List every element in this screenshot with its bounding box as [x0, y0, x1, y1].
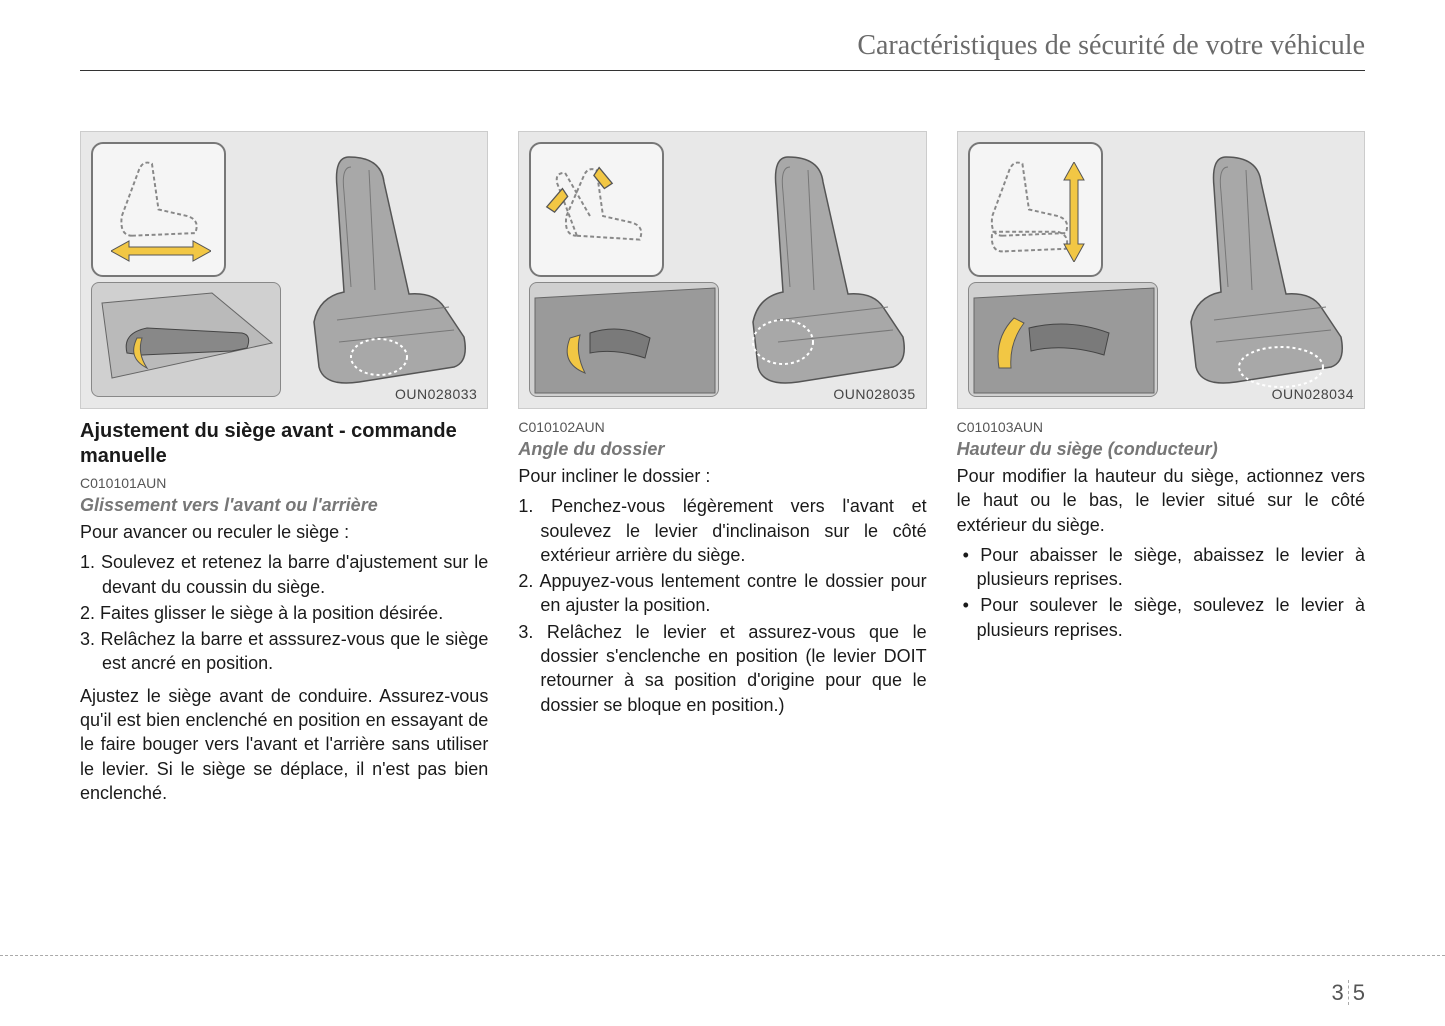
figure-seat-recline: OUN028035 — [518, 131, 926, 409]
seat-main-icon — [1166, 142, 1356, 397]
intro-text: Pour avancer ou reculer le siège : — [80, 520, 488, 544]
list-item: 1. Penchez-vous légèrement vers l'avant … — [518, 494, 926, 567]
bullet-list: • Pour abaisser le siège, abaissez le le… — [957, 543, 1365, 642]
height-lever-icon — [969, 283, 1159, 398]
page-number: 5 — [1353, 980, 1365, 1005]
figure-code: OUN028033 — [395, 386, 477, 402]
figure-seat-slide: OUN028033 — [80, 131, 488, 409]
figure-code: OUN028035 — [833, 386, 915, 402]
intro-text: Pour modifier la hauteur du siège, actio… — [957, 464, 1365, 537]
reference-code: C010101AUN — [80, 475, 488, 491]
section-title: Ajustement du siège avant - commande man… — [80, 419, 488, 469]
reference-code: C010102AUN — [518, 419, 926, 435]
page-footer: 35 — [1332, 980, 1366, 1006]
paragraph: Ajustez le siège avant de conduire. Assu… — [80, 684, 488, 805]
seat-main-icon — [289, 142, 479, 397]
control-detail — [529, 282, 719, 397]
sub-title: Angle du dossier — [518, 439, 926, 460]
chapter-number: 3 — [1332, 980, 1344, 1005]
header-title: Caractéristiques de sécurité de votre vé… — [857, 30, 1365, 61]
vertical-arrow-icon — [1062, 162, 1086, 262]
page-header: Caractéristiques de sécurité de votre vé… — [80, 30, 1365, 71]
list-item: 2. Appuyez-vous lentement contre le doss… — [518, 569, 926, 618]
column-1: OUN028033 Ajustement du siège avant - co… — [80, 131, 488, 805]
list-item: 3. Relâchez le levier et assurez-vous qu… — [518, 620, 926, 717]
control-detail — [968, 282, 1158, 397]
column-3: OUN028034 C010103AUN Hauteur du siège (c… — [957, 131, 1365, 805]
intro-text: Pour incliner le dossier : — [518, 464, 926, 488]
seat-recline-icon — [531, 144, 662, 275]
inset-diagram — [968, 142, 1103, 277]
list-item: • Pour abaisser le siège, abaissez le le… — [957, 543, 1365, 592]
recline-lever-icon — [530, 283, 720, 398]
footer-separator — [1348, 980, 1349, 1005]
figure-seat-height: OUN028034 — [957, 131, 1365, 409]
list-item: 3. Relâchez la barre et asssurez-vous qu… — [80, 627, 488, 676]
inset-diagram — [91, 142, 226, 277]
numbered-list: 1. Penchez-vous légèrement vers l'avant … — [518, 494, 926, 717]
list-item: 2. Faites glisser le siège à la position… — [80, 601, 488, 625]
reference-code: C010103AUN — [957, 419, 1365, 435]
sub-title: Hauteur du siège (conducteur) — [957, 439, 1365, 460]
inset-diagram — [529, 142, 664, 277]
lever-icon — [92, 283, 282, 398]
content-columns: OUN028033 Ajustement du siège avant - co… — [80, 131, 1365, 805]
numbered-list: 1. Soulevez et retenez la barre d'ajuste… — [80, 550, 488, 675]
list-item: 1. Soulevez et retenez la barre d'ajuste… — [80, 550, 488, 599]
sub-title: Glissement vers l'avant ou l'arrière — [80, 495, 488, 516]
control-detail — [91, 282, 281, 397]
dashed-cut-line-horizontal — [0, 955, 1445, 956]
column-2: OUN028035 C010102AUN Angle du dossier Po… — [518, 131, 926, 805]
figure-code: OUN028034 — [1272, 386, 1354, 402]
seat-main-icon — [728, 142, 918, 397]
horizontal-arrow-icon — [111, 239, 211, 263]
list-item: • Pour soulever le siège, soulevez le le… — [957, 593, 1365, 642]
